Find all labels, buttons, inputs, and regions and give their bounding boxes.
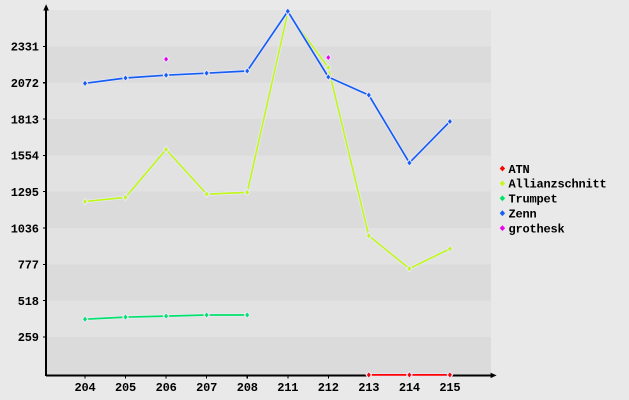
svg-text:ATN: ATN (509, 163, 530, 177)
svg-text:206: 206 (156, 381, 177, 395)
svg-text:Trumpet: Trumpet (509, 193, 558, 207)
svg-text:214: 214 (399, 381, 420, 395)
svg-text:205: 205 (115, 381, 136, 395)
svg-text:2331: 2331 (11, 41, 39, 55)
svg-text:grothesk: grothesk (509, 222, 565, 236)
svg-text:204: 204 (74, 381, 95, 395)
svg-text:777: 777 (18, 259, 39, 273)
svg-text:2072: 2072 (11, 77, 39, 91)
svg-text:1036: 1036 (11, 222, 39, 236)
svg-text:Zenn: Zenn (509, 208, 537, 222)
svg-text:212: 212 (318, 381, 339, 395)
svg-text:213: 213 (358, 381, 379, 395)
svg-text:208: 208 (237, 381, 258, 395)
svg-text:259: 259 (18, 331, 39, 345)
svg-text:Allianzschnitt: Allianzschnitt (509, 178, 607, 192)
svg-text:1554: 1554 (11, 150, 39, 164)
svg-text:211: 211 (277, 381, 298, 395)
svg-text:1813: 1813 (11, 113, 39, 127)
svg-text:207: 207 (196, 381, 217, 395)
svg-text:1295: 1295 (11, 186, 39, 200)
svg-text:518: 518 (18, 295, 39, 309)
svg-text:215: 215 (439, 381, 460, 395)
